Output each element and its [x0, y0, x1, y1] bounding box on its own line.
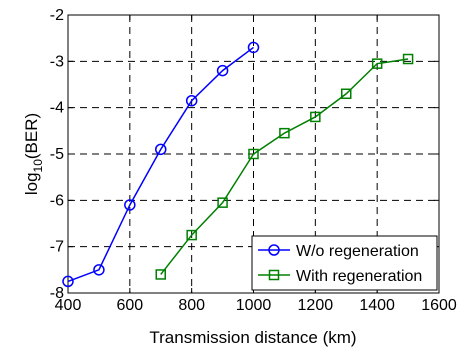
data-point-w-o-regeneration — [247, 41, 260, 54]
data-point-with-regeneration — [371, 58, 383, 69]
y-tick-label: -6 — [50, 192, 64, 209]
data-point-with-regeneration — [248, 148, 259, 160]
legend-marker-with-regeneration — [268, 269, 280, 281]
axis-ticks: 400 600 800 1000 1200 1400 1600 -2 -3 -4 -5 -6 -7 -8 — [50, 7, 457, 314]
x-tick-label: 1400 — [359, 297, 395, 314]
legend-marker-wo-regeneration — [268, 244, 280, 256]
data-point-with-regeneration — [402, 53, 414, 65]
y-tick-label: -4 — [50, 100, 64, 117]
y-tick-label: -2 — [50, 7, 64, 24]
y-tick-label: -8 — [50, 285, 64, 302]
x-tick-label: 400 — [55, 297, 82, 314]
y-tick-label: -7 — [50, 239, 64, 256]
data-point-w-o-regeneration — [124, 199, 136, 211]
y-axis-label: log10(BER) — [22, 113, 45, 195]
series — [62, 41, 414, 288]
x-tick-label: 600 — [116, 297, 143, 314]
y-axis-label-subscript: 10 — [31, 159, 45, 173]
data-point-w-o-regeneration — [216, 64, 229, 77]
x-tick-label: 1600 — [421, 297, 457, 314]
data-point-with-regeneration — [186, 229, 197, 241]
data-point-w-o-regeneration — [62, 275, 74, 288]
data-point-with-regeneration — [155, 269, 166, 280]
data-point-with-regeneration — [217, 197, 228, 208]
data-point-w-o-regeneration — [185, 94, 198, 107]
y-tick-label: -3 — [50, 53, 64, 70]
data-point-with-regeneration — [341, 88, 352, 100]
legend: W/o regeneration With regeneration — [251, 235, 438, 291]
data-point-w-o-regeneration — [93, 264, 105, 276]
data-point-with-regeneration — [279, 127, 290, 139]
y-tick-label: -5 — [50, 146, 64, 163]
x-tick-label: 1000 — [236, 297, 272, 314]
legend-box — [251, 235, 438, 291]
y-axis-label-suffix: (BER) — [22, 113, 41, 159]
data-point-w-o-regeneration — [155, 143, 167, 156]
y-axis-label-prefix: log — [22, 172, 41, 195]
series-line-w-o-regeneration — [67, 46, 254, 283]
legend-label-with-regeneration: With regeneration — [296, 268, 422, 285]
svg-text:log10(BER): log10(BER) — [22, 113, 45, 195]
x-axis-label: Transmission distance (km) — [149, 328, 356, 347]
legend-label-wo-regeneration: W/o regeneration — [296, 243, 419, 260]
data-point-with-regeneration — [310, 111, 321, 123]
x-tick-label: 1200 — [298, 297, 334, 314]
series-line-with-regeneration — [160, 58, 409, 275]
x-tick-label: 800 — [178, 297, 205, 314]
